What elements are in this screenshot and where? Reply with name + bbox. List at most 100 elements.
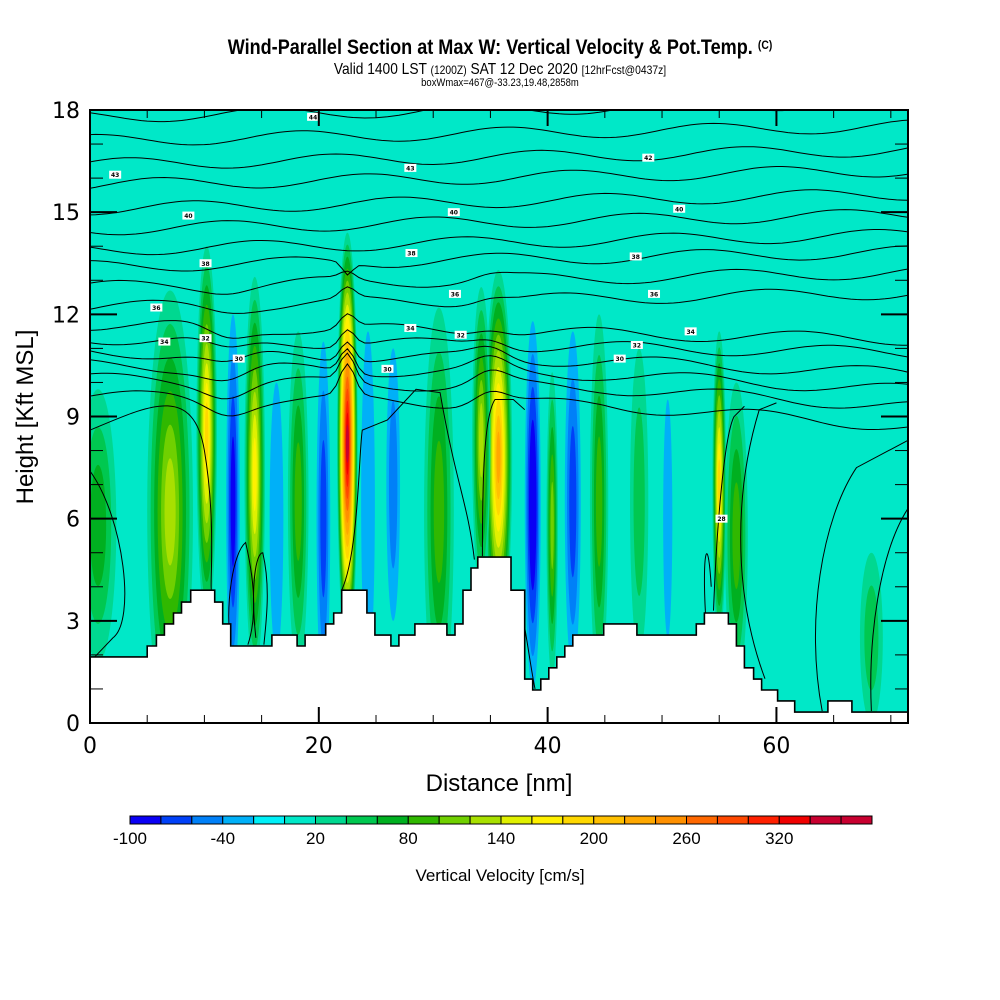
isentrope-line [228,541,255,645]
colorbar-swatch [469,815,502,825]
colorbar-swatch [716,815,749,825]
y-tick-label: 12 [52,303,80,328]
colorbar-swatch [655,815,687,825]
isentrope-line [90,189,908,216]
velocity-level [717,459,721,511]
contour-label-text: 30 [616,356,624,363]
colorbar-tick-label: 140 [487,829,515,848]
colorbar-tick-label: 260 [672,829,700,848]
isentrope-line [713,405,745,611]
colorbar-swatch [500,815,533,825]
contour-label-text: 36 [451,291,459,298]
y-axis-label: Height [Kft MSL] [12,330,39,505]
velocity-cell [316,341,331,696]
contour-label-text: 30 [235,356,243,363]
velocity-cell [244,276,266,672]
velocity-cell [589,314,609,689]
velocity-level [90,464,107,587]
contour-label-text: 30 [383,366,391,373]
contour-label: 30 [381,364,394,373]
x-tick-label: 40 [534,734,562,759]
contour-label-text: 34 [686,329,694,336]
colorbar-swatch [129,815,162,825]
contour-label: 32 [199,334,212,343]
velocity-level [230,436,236,567]
colorbar-swatch [376,815,409,825]
colorbar-swatch [531,815,564,825]
contour-label-text: 28 [717,516,725,523]
isentrope-line [90,348,908,392]
contour-label-text: 38 [201,261,209,268]
colorbar-swatch [222,815,255,825]
colorbar-swatch [191,815,224,825]
x-tick-label: 20 [305,734,333,759]
isentrope-line [90,329,908,358]
terrain-profile [90,556,908,723]
velocity-cell [859,552,883,723]
y-tick-label: 15 [52,201,80,226]
chart-title: Wind-Parallel Section at Max W: Vertical… [70,36,930,60]
contour-label: 30 [613,354,626,363]
contour-label-text: 40 [184,213,192,220]
contour-label: 42 [642,153,655,162]
isentrope-line [90,313,908,346]
contour-label-text: 32 [633,342,641,349]
velocity-cell [287,331,309,672]
velocity-level [320,439,327,598]
isentrope-line [90,341,908,375]
y-tick-label: 3 [66,610,80,635]
isentrope-line [90,229,908,256]
velocity-cell [196,246,217,621]
colorbar-tick-label: 320 [765,829,793,848]
colorbar-tick-label: -100 [113,829,147,848]
contour-label-text: 36 [152,305,160,312]
isentrope-line [253,552,268,645]
isentrope-line [481,398,526,557]
velocity-level [361,331,375,672]
isentrope-line [524,627,536,690]
velocity-level [204,402,209,465]
isentrope-line [90,209,908,236]
x-axis: 0 20 40 60 [83,110,892,759]
contour-label: 36 [150,303,163,312]
colorbar-swatch [407,815,440,825]
isentrope-line [341,388,475,591]
isentrope-line [90,166,908,189]
x-tick-label: 60 [762,734,790,759]
colorbar-swatch [160,815,193,825]
colorbar-swatch [562,815,595,825]
colorbar-swatch [747,815,780,825]
isentrope-line [90,146,908,169]
valid-date: SAT 12 Dec 2020 [470,61,578,78]
velocity-level [530,452,536,558]
contour-label-text: 42 [644,155,652,162]
contour-label-text: 32 [201,336,209,343]
contour-label: 40 [182,211,195,220]
forecast-info: [12hrFcst@0437z] [581,63,667,77]
valid-utc: (1200Z) [430,63,467,77]
contour-label: 40 [673,204,686,213]
contour-label: 38 [405,249,418,258]
isentrope-line [90,470,126,659]
x-axis-label: Distance [nm] [426,770,573,797]
velocity-cell [337,232,358,655]
isentrope-line [90,245,908,276]
chart-title-text: Wind-Parallel Section at Max W: Vertical… [227,36,753,59]
velocity-cell [629,348,649,655]
contour-label-text: 43 [406,165,414,172]
isentrope-line [740,402,777,679]
isentrope-line [90,119,908,146]
velocity-level [388,400,398,569]
velocity-cells [90,232,883,723]
isentrope-line [90,268,908,295]
contour-label-text: 38 [632,254,640,261]
colorbar-swatch [284,815,317,825]
contour-label-text: 34 [406,325,414,332]
contour-label: 38 [199,259,212,268]
contour-label: 36 [448,289,461,298]
velocity-field: 44 43 43 42 40 40 40 38 38 38 36 36 36 34 34 34 32 32 32 30… [90,110,908,723]
contour-label-text: 43 [111,172,119,179]
isentrope-lines [90,110,908,712]
